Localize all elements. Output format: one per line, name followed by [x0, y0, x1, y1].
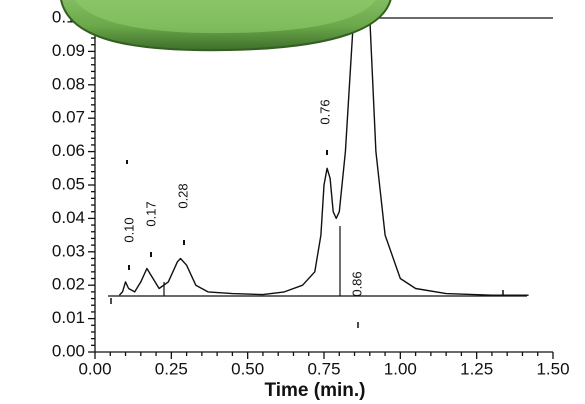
- y-tick-label: 0.05: [52, 174, 85, 193]
- y-tick-label: 0.06: [52, 141, 85, 160]
- decoration: [60, 0, 392, 52]
- y-tick-label: 0.09: [52, 41, 85, 60]
- y-tick-label: 0.04: [52, 208, 85, 227]
- x-tick-label: 0.25: [155, 359, 188, 378]
- x-tick-label: 1.50: [536, 359, 569, 378]
- x-axis-title: Time (min.): [265, 380, 366, 401]
- peak-label: 0.76: [317, 99, 332, 124]
- x-tick-label: 0.00: [78, 359, 111, 378]
- y-tick-label: 0.07: [52, 108, 85, 127]
- peak-label: 0.86: [349, 271, 364, 296]
- peak-label: 0.28: [175, 183, 190, 208]
- y-tick-label: 0.00: [52, 341, 85, 360]
- y-tick-label: 0.02: [52, 275, 85, 294]
- x-tick-label: 0.75: [307, 359, 340, 378]
- x-tick-label: 1.00: [384, 359, 417, 378]
- peak-label: 0.10: [121, 217, 136, 242]
- peak-label: 0.17: [143, 201, 158, 226]
- y-tick-label: 0.01: [52, 308, 85, 327]
- trace: [118, 18, 529, 296]
- x-tick-label: 1.25: [460, 359, 493, 378]
- y-tick-label: 0.08: [52, 74, 85, 93]
- y-tick-label: 0.03: [52, 241, 85, 260]
- x-tick-label: 0.50: [231, 359, 264, 378]
- plot-area: 0.00 0.01 0.02 0.03 0.04 0.05 0.06 0.07 0.08 0.09…: [52, 7, 570, 378]
